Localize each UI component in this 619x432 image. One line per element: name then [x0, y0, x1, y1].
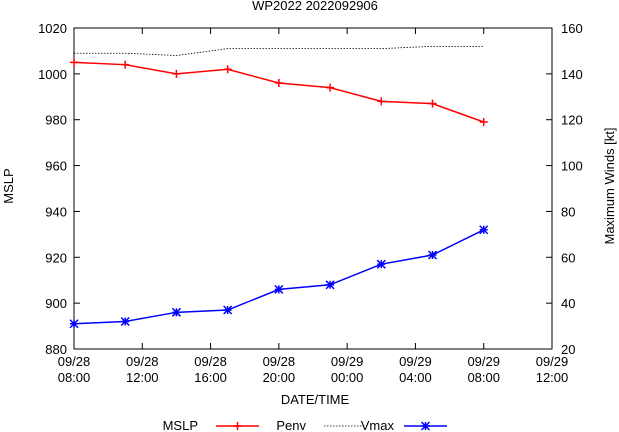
x-tick-label-date: 09/29: [399, 354, 432, 369]
series-line-mslp: [73, 61, 484, 123]
x-axis-ticks: 09/2808:0009/2812:0009/2816:0009/2820:00…: [58, 28, 569, 385]
data-point-vmax: [223, 305, 233, 315]
y2-tick-label: 40: [561, 296, 575, 311]
x-axis-label: DATE/TIME: [281, 392, 350, 407]
y2-tick-label: 60: [561, 250, 575, 265]
data-point-vmax: [171, 307, 181, 317]
y2-tick-label: 20: [561, 342, 575, 357]
x-tick-label-time: 16:00: [194, 370, 227, 385]
x-tick-label-date: 09/29: [467, 354, 500, 369]
y2-axis-label: Maximum Winds [kt]: [602, 127, 617, 244]
data-point-vmax: [325, 280, 335, 290]
series-line-penv: [74, 45, 484, 56]
legend-marker-vmax: [420, 421, 431, 431]
data-point-vmax: [427, 250, 438, 260]
legend-label-penv: Penv: [276, 418, 306, 432]
series-layer: [69, 45, 489, 329]
y2-tick-label: 80: [561, 204, 575, 219]
legend-marker-mslp: [233, 422, 242, 430]
y-axis-ticks: 880 900 920 940 960 980 1000 1020: [38, 21, 552, 357]
y-tick-label: 960: [45, 159, 67, 174]
y2-tick-label: 120: [561, 113, 583, 128]
plot-frame: [73, 27, 553, 350]
x-tick-label-date: 09/28: [263, 354, 296, 369]
data-point-mslp: [326, 83, 335, 92]
series-line-vmax: [73, 229, 485, 325]
data-point-vmax: [376, 259, 386, 269]
x-tick-label-date: 09/28: [194, 354, 227, 369]
y2-tick-label: 100: [561, 159, 583, 174]
x-tick-label-time: 20:00: [263, 370, 296, 385]
chart-title: WP2022 2022092906: [252, 0, 378, 13]
data-point-mslp: [223, 65, 232, 74]
y-tick-label: 1020: [38, 21, 67, 36]
data-point-mslp: [70, 58, 78, 67]
y-tick-label: 920: [45, 250, 67, 265]
data-point-mslp: [428, 99, 437, 108]
data-point-vmax: [69, 319, 79, 329]
data-point-vmax: [274, 284, 284, 294]
x-tick-label-time: 00:00: [331, 370, 364, 385]
data-point-mslp: [377, 97, 386, 106]
x-tick-label-time: 08:00: [467, 370, 500, 385]
x-tick-label-date: 09/28: [58, 354, 91, 369]
y2-axis-ticks: 20 40 60 80 100 120 140 160: [561, 21, 583, 357]
legend-label-mslp: MSLP: [163, 418, 198, 432]
y-tick-label: 880: [45, 342, 67, 357]
x-tick-label-time: 04:00: [399, 370, 432, 385]
x-tick-label-time: 12:00: [536, 370, 569, 385]
y-axis-label: MSLP: [1, 168, 16, 203]
data-point-mslp: [274, 79, 283, 88]
data-point-mslp: [172, 69, 181, 78]
y2-tick-label: 160: [561, 21, 583, 36]
y-tick-label: 980: [45, 113, 67, 128]
data-point-mslp: [479, 118, 488, 127]
y-tick-label: 1000: [38, 67, 67, 82]
x-tick-label-time: 12:00: [126, 370, 159, 385]
data-point-vmax: [120, 316, 130, 327]
x-tick-label-date: 09/28: [126, 354, 159, 369]
x-tick-label-date: 09/29: [536, 354, 569, 369]
y2-tick-label: 140: [561, 67, 583, 82]
legend-label-vmax: Vmax: [361, 418, 395, 432]
y-tick-label: 940: [45, 204, 67, 219]
legend: MSLP Penv Vmax: [163, 418, 447, 432]
y-tick-label: 900: [45, 296, 67, 311]
plot-area: [73, 27, 553, 350]
x-tick-label-date: 09/29: [331, 354, 364, 369]
x-tick-label-time: 08:00: [58, 370, 91, 385]
data-point-vmax: [479, 225, 489, 235]
data-point-mslp: [121, 60, 130, 69]
